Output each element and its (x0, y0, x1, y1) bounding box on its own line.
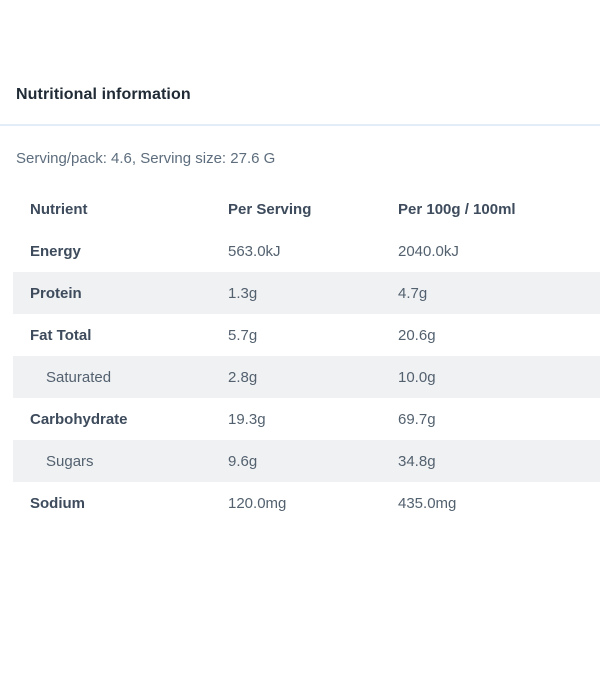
serving-info: Serving/pack: 4.6, Serving size: 27.6 G (16, 150, 276, 167)
per-100g-value: 10.0g (398, 368, 436, 386)
nutrient-name: Carbohydrate (30, 410, 128, 428)
nutrient-name: Saturated (46, 368, 112, 386)
page-title: Nutritional information (16, 86, 191, 103)
nutrient-name: Protein (30, 284, 82, 302)
column-header-per-100g: Per 100g / 100ml (398, 200, 516, 218)
table-row: Saturated 2.8g 10.0g (13, 356, 600, 398)
table-row: Energy 563.0kJ 2040.0kJ (13, 230, 600, 272)
per-serving-value: 5.7g (228, 326, 258, 344)
table-body: Energy 563.0kJ 2040.0kJ Protein 1.3g 4.7g Fat … (13, 230, 600, 524)
per-serving-value: 1.3g (228, 284, 258, 302)
nutrient-name: Fat Total (30, 326, 92, 344)
per-serving-value: 120.0mg (228, 494, 287, 512)
per-100g-value: 435.0mg (398, 494, 457, 512)
per-serving-value: 9.6g (228, 452, 258, 470)
table-row: Sodium 120.0mg 435.0mg (13, 482, 600, 524)
nutrition-table: Nutrient Per Serving Per 100g / 100ml En… (13, 188, 600, 524)
per-serving-value: 2.8g (228, 368, 258, 386)
nutrient-name: Sugars (46, 452, 94, 470)
per-100g-value: 2040.0kJ (398, 242, 459, 260)
per-100g-value: 4.7g (398, 284, 428, 302)
column-header-per-serving: Per Serving (228, 200, 312, 218)
per-serving-value: 563.0kJ (228, 242, 281, 260)
page-header: Nutritional information (0, 84, 600, 126)
table-row: Sugars 9.6g 34.8g (13, 440, 600, 482)
per-serving-value: 19.3g (228, 410, 266, 428)
table-row: Fat Total 5.7g 20.6g (13, 314, 600, 356)
per-100g-value: 69.7g (398, 410, 436, 428)
nutrient-name: Sodium (30, 494, 85, 512)
table-row: Protein 1.3g 4.7g (13, 272, 600, 314)
per-100g-value: 34.8g (398, 452, 436, 470)
table-row: Carbohydrate 19.3g 69.7g (13, 398, 600, 440)
nutrient-name: Energy (30, 242, 81, 260)
table-header-row: Nutrient Per Serving Per 100g / 100ml (13, 188, 600, 230)
column-header-nutrient: Nutrient (30, 200, 88, 218)
per-100g-value: 20.6g (398, 326, 436, 344)
